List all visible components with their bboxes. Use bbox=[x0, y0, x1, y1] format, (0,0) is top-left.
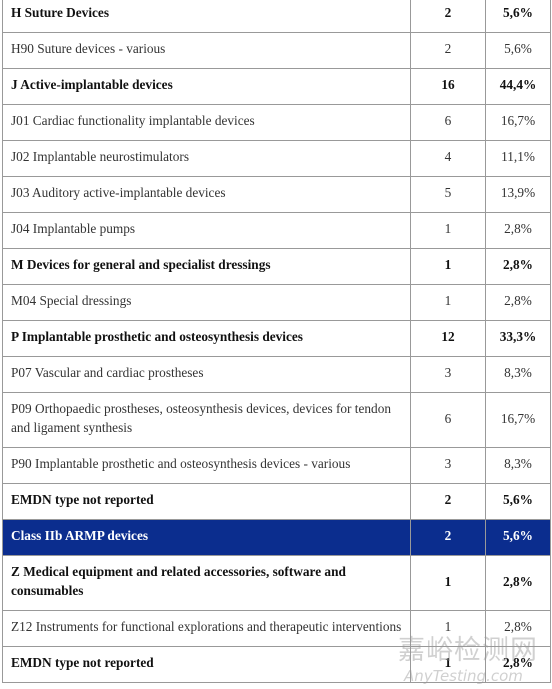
row-count: 2 bbox=[410, 32, 486, 69]
row-count: 2 bbox=[410, 519, 486, 556]
row-label: J03 Auditory active-implantable devices bbox=[2, 176, 411, 213]
row-count: 1 bbox=[410, 610, 486, 647]
row-label: Z12 Instruments for functional explorati… bbox=[2, 610, 411, 647]
row-count: 3 bbox=[410, 447, 486, 484]
row-percent: 5,6% bbox=[485, 0, 551, 33]
table-row: H Suture Devices 2 5,6% bbox=[2, 0, 551, 33]
row-percent: 2,8% bbox=[485, 646, 551, 683]
row-count: 12 bbox=[410, 320, 486, 357]
row-label: Class IIb ARMP devices bbox=[2, 519, 411, 556]
row-count: 4 bbox=[410, 140, 486, 177]
table-row: M04 Special dressings 1 2,8% bbox=[2, 284, 551, 321]
row-count: 16 bbox=[410, 68, 486, 105]
row-label: H90 Suture devices - various bbox=[2, 32, 411, 69]
table-row: J01 Cardiac functionality implantable de… bbox=[2, 104, 551, 141]
row-percent: 5,6% bbox=[485, 32, 551, 69]
row-label: EMDN type not reported bbox=[2, 646, 411, 683]
row-percent: 33,3% bbox=[485, 320, 551, 357]
table-row: P Implantable prosthetic and osteosynthe… bbox=[2, 320, 551, 357]
row-percent: 2,8% bbox=[485, 555, 551, 611]
row-label: P09 Orthopaedic prostheses, osteosynthes… bbox=[2, 392, 411, 448]
row-percent: 5,6% bbox=[485, 483, 551, 520]
table-row: P07 Vascular and cardiac prostheses 3 8,3% bbox=[2, 356, 551, 393]
row-count: 2 bbox=[410, 0, 486, 33]
table-row: Z12 Instruments for functional explorati… bbox=[2, 610, 551, 647]
row-percent: 11,1% bbox=[485, 140, 551, 177]
row-percent: 16,7% bbox=[485, 104, 551, 141]
table-row: H90 Suture devices - various 2 5,6% bbox=[2, 32, 551, 69]
row-label: P90 Implantable prosthetic and osteosynt… bbox=[2, 447, 411, 484]
row-count: 1 bbox=[410, 646, 486, 683]
row-label: J04 Implantable pumps bbox=[2, 212, 411, 249]
table-row: Class IIb ARMP devices 2 5,6% bbox=[2, 519, 551, 556]
table-row: P09 Orthopaedic prostheses, osteosynthes… bbox=[2, 392, 551, 448]
table-row: J04 Implantable pumps 1 2,8% bbox=[2, 212, 551, 249]
row-label: M04 Special dressings bbox=[2, 284, 411, 321]
row-percent: 8,3% bbox=[485, 356, 551, 393]
table-row: EMDN type not reported 1 2,8% bbox=[2, 646, 551, 683]
table-row: EMDN type not reported 2 5,6% bbox=[2, 483, 551, 520]
table-row: Z Medical equipment and related accessor… bbox=[2, 555, 551, 611]
row-count: 5 bbox=[410, 176, 486, 213]
row-count: 2 bbox=[410, 483, 486, 520]
table-row: J02 Implantable neurostimulators 4 11,1% bbox=[2, 140, 551, 177]
row-label: J01 Cardiac functionality implantable de… bbox=[2, 104, 411, 141]
row-label: H Suture Devices bbox=[2, 0, 411, 33]
row-label: P Implantable prosthetic and osteosynthe… bbox=[2, 320, 411, 357]
row-count: 6 bbox=[410, 104, 486, 141]
row-label: P07 Vascular and cardiac prostheses bbox=[2, 356, 411, 393]
row-percent: 2,8% bbox=[485, 212, 551, 249]
row-percent: 44,4% bbox=[485, 68, 551, 105]
row-percent: 16,7% bbox=[485, 392, 551, 448]
table-row: J03 Auditory active-implantable devices 5… bbox=[2, 176, 551, 213]
row-count: 6 bbox=[410, 392, 486, 448]
row-label: EMDN type not reported bbox=[2, 483, 411, 520]
table-row: J Active-implantable devices 16 44,4% bbox=[2, 68, 551, 105]
row-label: J Active-implantable devices bbox=[2, 68, 411, 105]
table-row: M Devices for general and specialist dre… bbox=[2, 248, 551, 285]
row-percent: 13,9% bbox=[485, 176, 551, 213]
row-percent: 2,8% bbox=[485, 284, 551, 321]
row-count: 1 bbox=[410, 248, 486, 285]
row-percent: 5,6% bbox=[485, 519, 551, 556]
row-count: 3 bbox=[410, 356, 486, 393]
row-count: 1 bbox=[410, 284, 486, 321]
row-percent: 2,8% bbox=[485, 248, 551, 285]
row-percent: 8,3% bbox=[485, 447, 551, 484]
row-percent: 2,8% bbox=[485, 610, 551, 647]
row-label: J02 Implantable neurostimulators bbox=[2, 140, 411, 177]
row-label: Z Medical equipment and related accessor… bbox=[2, 555, 411, 611]
row-count: 1 bbox=[410, 212, 486, 249]
table-row: P90 Implantable prosthetic and osteosynt… bbox=[2, 447, 551, 484]
row-label: M Devices for general and specialist dre… bbox=[2, 248, 411, 285]
row-count: 1 bbox=[410, 555, 486, 611]
